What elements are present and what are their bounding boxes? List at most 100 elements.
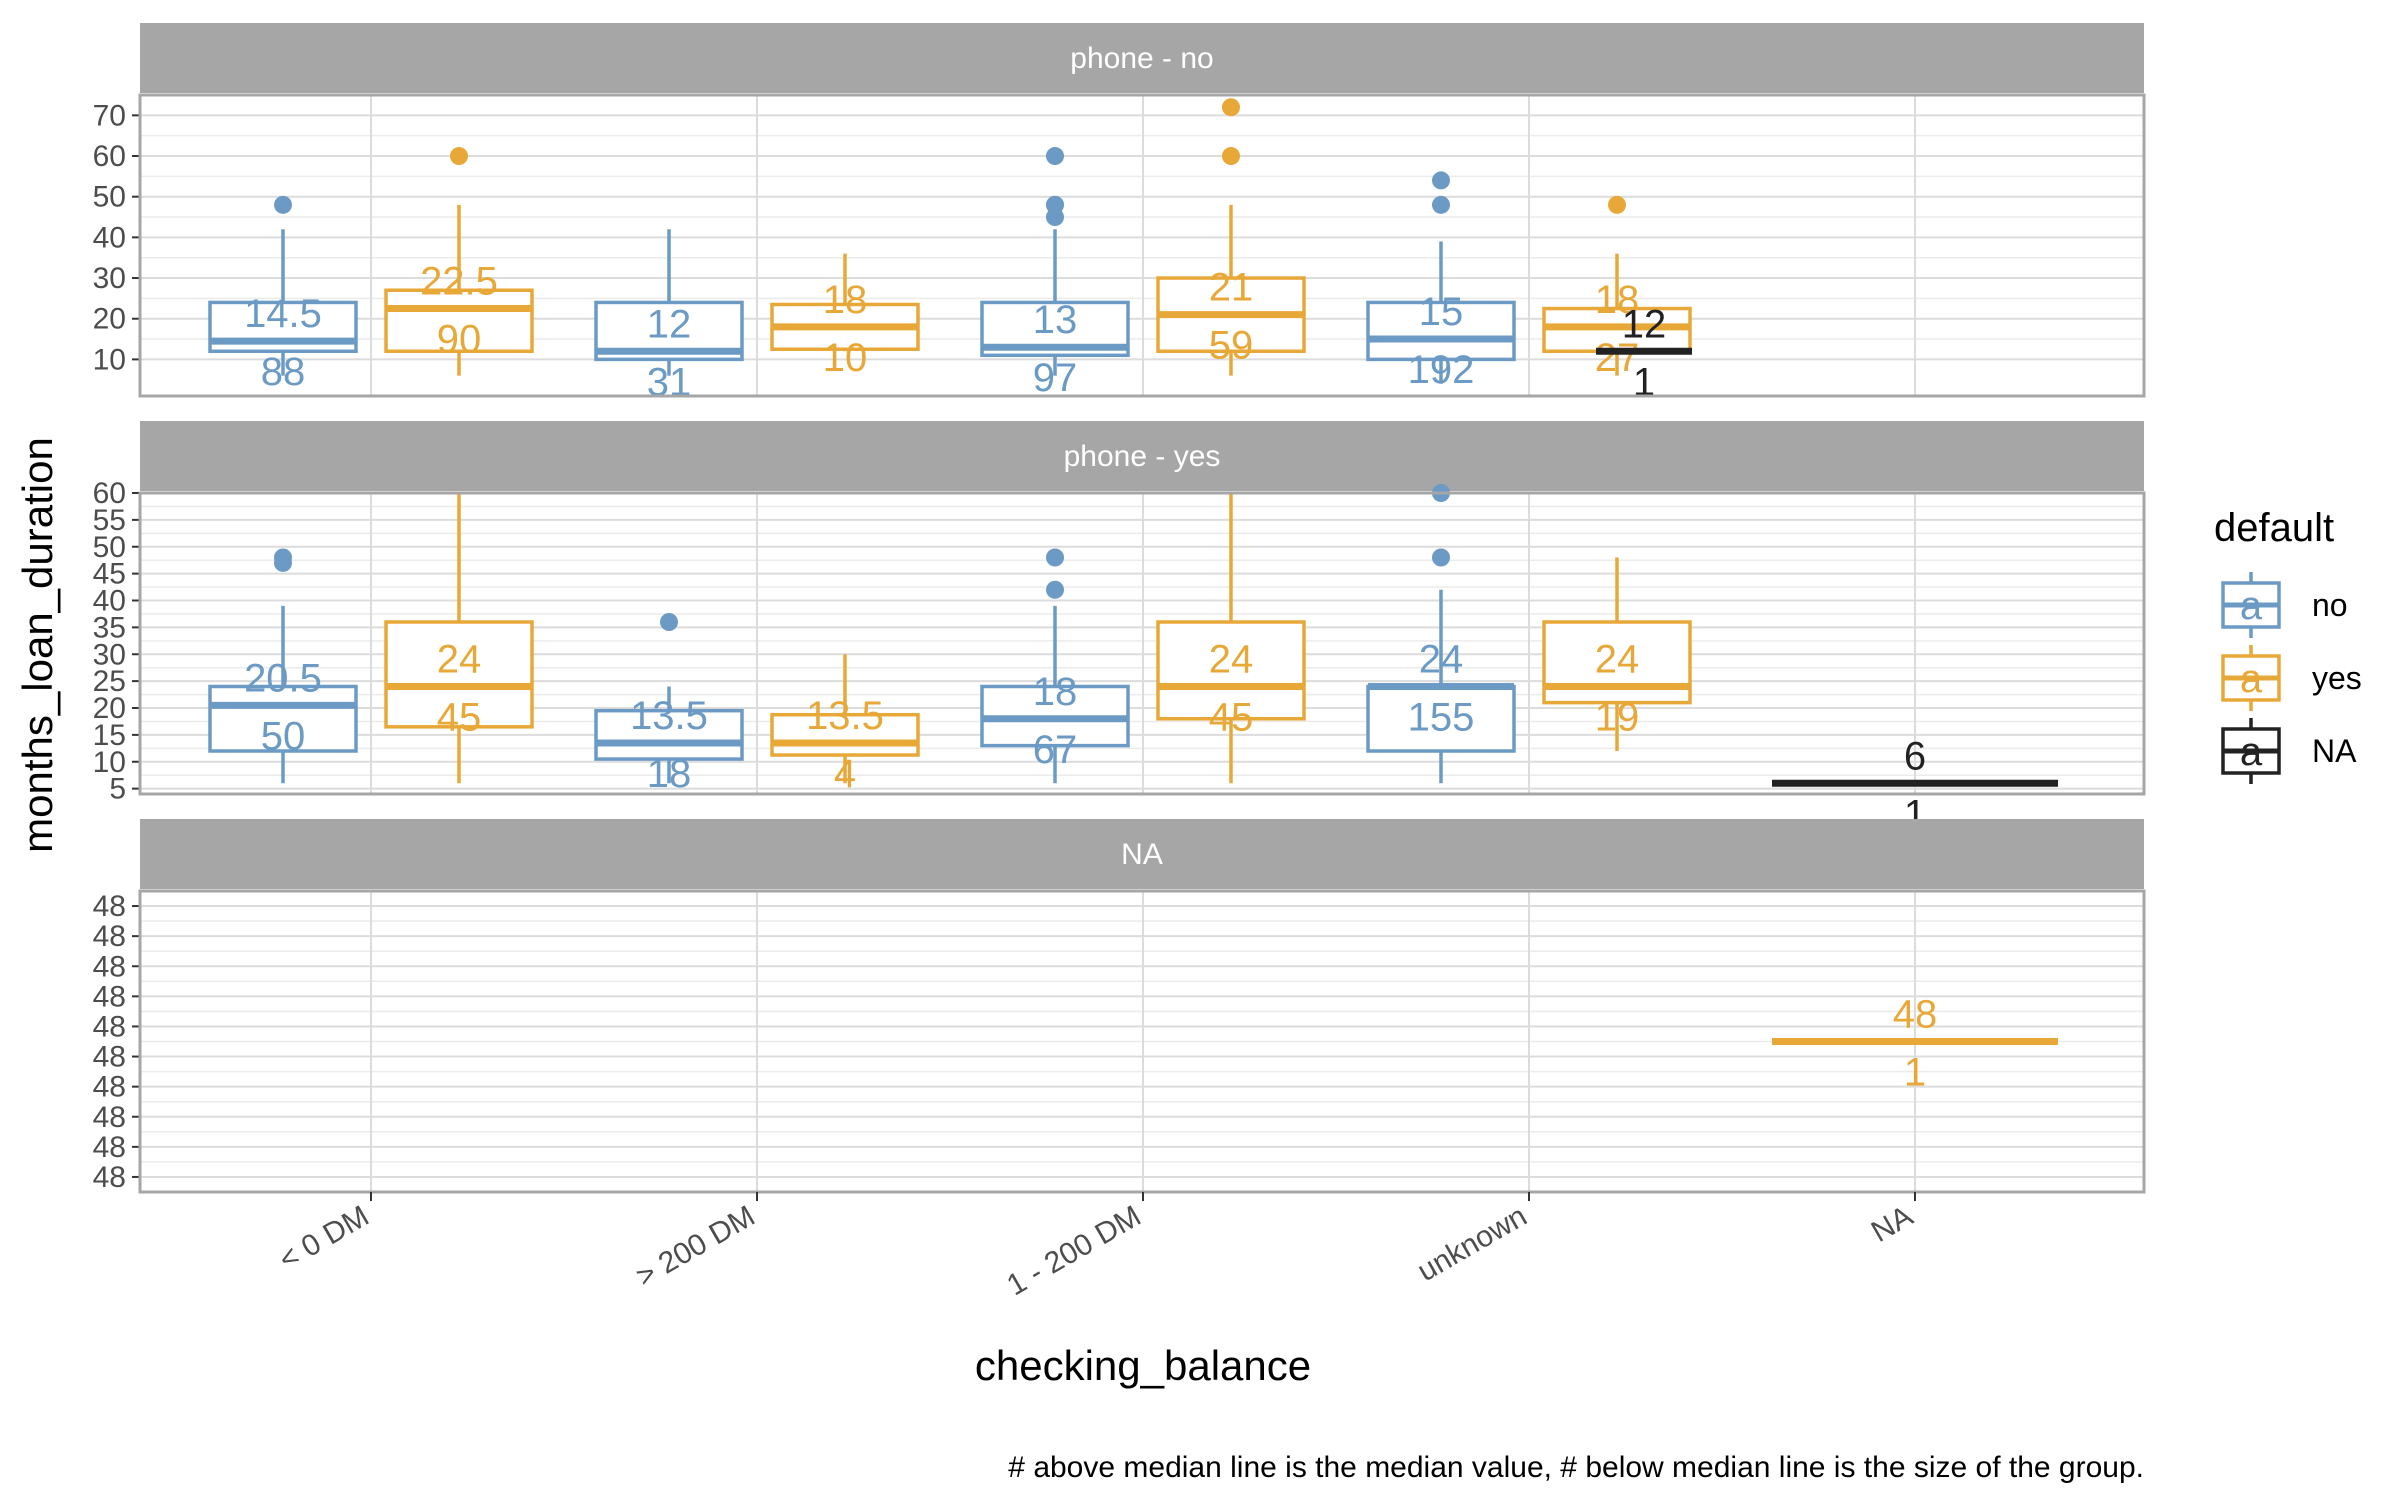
legend-entry-label: NA — [2312, 733, 2357, 769]
group-size-label: 90 — [437, 318, 482, 362]
group-size-label: 1 — [1904, 1051, 1926, 1095]
outlier-point — [1222, 147, 1240, 166]
median-value-label: 12 — [1622, 302, 1667, 346]
median-value-label: 24 — [1419, 638, 1464, 682]
x-axis: < 0 DM > 200 DM 1 - 200 DM unknown NA — [274, 1192, 1919, 1302]
group-size-label: 192 — [1408, 348, 1475, 392]
legend: default a no a yes a NA — [2214, 506, 2362, 784]
y-tick-label: 48 — [93, 950, 126, 983]
y-tick-label: 48 — [93, 1101, 126, 1134]
group-size-label: 67 — [1033, 728, 1078, 772]
x-tick-label: < 0 DM — [274, 1199, 375, 1276]
outlier-point — [1046, 548, 1064, 567]
facet-strip — [140, 23, 2144, 93]
facet-strip-label: phone - no — [1070, 42, 1213, 75]
box-yes: 481 — [1772, 993, 2058, 1095]
median-value-label: 18 — [823, 278, 868, 322]
median-value-label: 13.5 — [806, 694, 884, 738]
y-tick-label: 20 — [93, 692, 126, 725]
median-value-label: 18 — [1033, 670, 1078, 714]
median-value-label: 13.5 — [630, 694, 708, 738]
y-tick-label: 35 — [93, 611, 126, 644]
group-size-label: 50 — [261, 714, 306, 758]
legend-key-glyph: a — [2240, 657, 2263, 701]
median-value-label: 13 — [1033, 298, 1078, 342]
x-tick-label: unknown — [1412, 1199, 1533, 1288]
legend-key-glyph: a — [2240, 730, 2263, 774]
y-tick-label: 48 — [93, 1161, 126, 1194]
x-tick-label: 1 - 200 DM — [1001, 1199, 1146, 1302]
legend-key-glyph: a — [2240, 584, 2263, 628]
legend-entry-label: no — [2312, 587, 2348, 623]
y-tick-label: 48 — [93, 890, 126, 923]
panel-border — [138, 491, 2146, 796]
y-tick-label: 20 — [93, 303, 126, 336]
y-tick-label: 48 — [93, 1131, 126, 1164]
outlier-point — [1432, 548, 1450, 567]
y-tick-label: 25 — [93, 665, 126, 698]
box-no: 13.5 18 — [594, 613, 744, 796]
y-tick-label: 40 — [93, 585, 126, 618]
group-size-label: 31 — [647, 360, 692, 404]
x-tick-label: NA — [1866, 1199, 1919, 1248]
y-tick-label: 48 — [93, 1010, 126, 1043]
median-value-label: 22.5 — [420, 260, 498, 304]
outlier-point — [660, 613, 678, 631]
median-value-label: 24 — [1209, 638, 1254, 682]
y-tick-label: 48 — [93, 1071, 126, 1104]
outlier-point — [1432, 171, 1450, 190]
chart-caption: # above median line is the median value,… — [1008, 1451, 2144, 1484]
y-tick-label: 70 — [93, 99, 126, 132]
outlier-point — [450, 147, 468, 166]
box-body — [1156, 620, 1306, 721]
y-axis-title: months_loan_duration — [14, 437, 61, 853]
group-size-label: 59 — [1209, 324, 1254, 368]
group-size-label: 97 — [1033, 356, 1078, 400]
y-tick-label: 15 — [93, 719, 126, 752]
outlier-point — [1432, 195, 1450, 214]
outlier-point — [1222, 98, 1240, 117]
y-tick-label: 55 — [93, 504, 126, 537]
y-tick-label: 60 — [93, 477, 126, 510]
legend-entry: a NA — [2221, 718, 2357, 784]
median-value-label: 12 — [647, 302, 692, 346]
y-tick-label: 48 — [93, 920, 126, 953]
facet-strip-label: phone - yes — [1064, 440, 1221, 473]
median-value-label: 14.5 — [244, 292, 322, 336]
legend-title: default — [2214, 506, 2334, 550]
y-tick-label: 5 — [109, 773, 126, 806]
box-yes: 22.5 90 — [384, 147, 534, 376]
box-body — [384, 288, 534, 354]
facet-strip — [140, 421, 2144, 491]
legend-entry-label: yes — [2312, 660, 2362, 696]
y-tick-label: 48 — [93, 1041, 126, 1074]
median-value-label: 48 — [1893, 993, 1938, 1037]
x-tick-label: > 200 DM — [631, 1199, 761, 1293]
median-value-label: 24 — [437, 638, 482, 682]
group-size-label: 45 — [1209, 696, 1254, 740]
median-value-label: 20.5 — [244, 656, 322, 700]
y-tick-label: 50 — [93, 531, 126, 564]
y-tick-label: 30 — [93, 262, 126, 295]
outlier-point — [1046, 580, 1064, 599]
y-tick-label: 40 — [93, 221, 126, 254]
box-body — [1366, 300, 1516, 362]
y-tick-label: 50 — [93, 181, 126, 214]
facet-panel: phone - yes5101520253035404550556020.550… — [93, 421, 2146, 836]
group-size-label: 88 — [261, 350, 306, 394]
y-tick-label: 60 — [93, 140, 126, 173]
median-value-label: 15 — [1419, 290, 1464, 334]
box-no: 20.5 50 — [208, 548, 358, 784]
legend-entry: a no — [2221, 572, 2348, 638]
